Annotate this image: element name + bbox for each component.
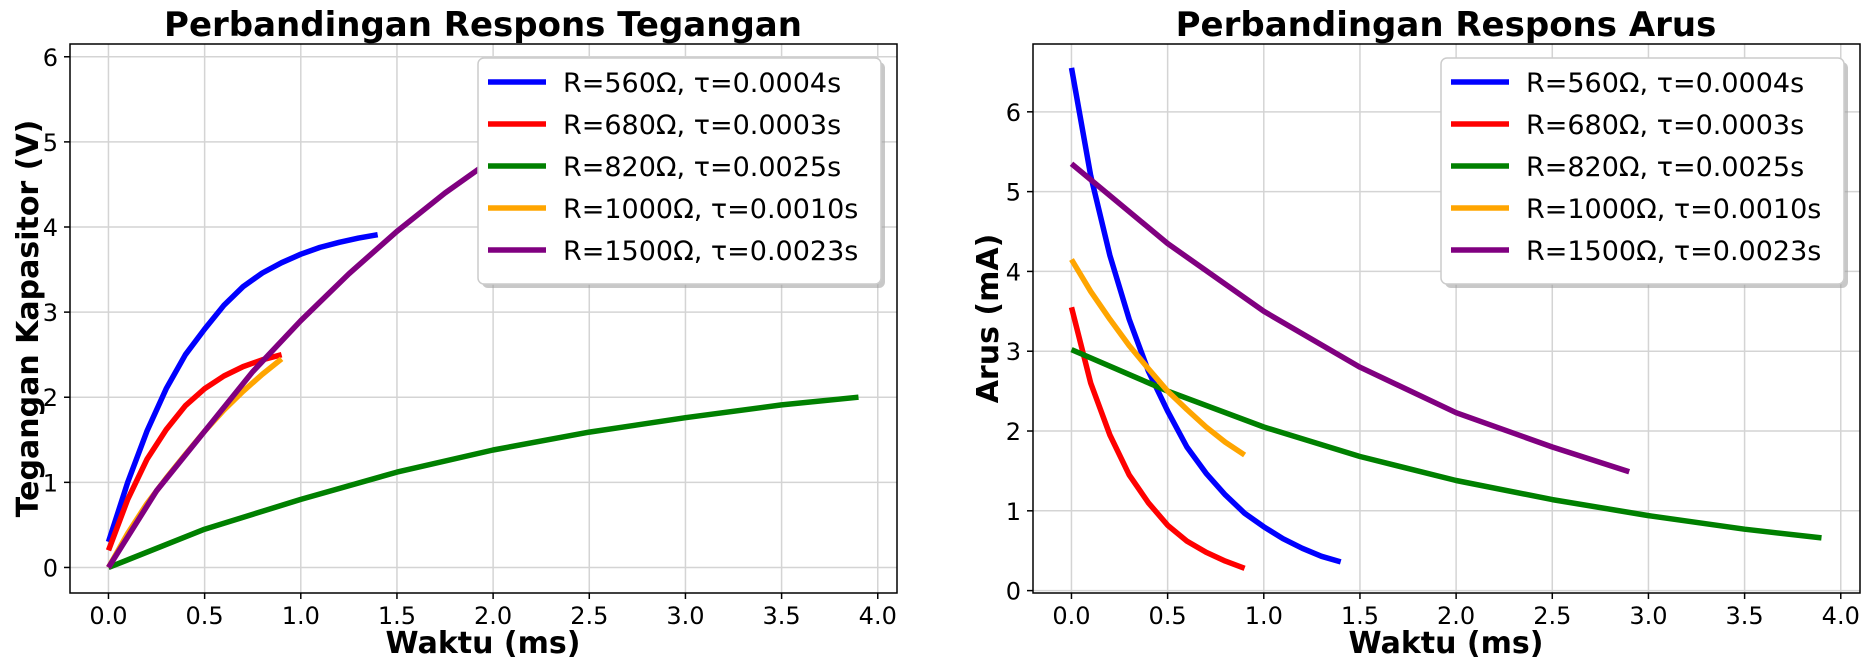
x-tick-label: 0.5: [186, 602, 224, 630]
legend-label-1: R=560Ω, τ=0.0004s: [1526, 68, 1804, 99]
x-tick-label: 0.0: [89, 602, 127, 630]
x-tick-label: 4.0: [1822, 602, 1860, 630]
series-line-1: [105, 231, 379, 543]
y-tick-label: 1: [1006, 498, 1021, 526]
legend-label-2: R=680Ω, τ=0.0003s: [563, 110, 841, 141]
legend-label-2: R=680Ω, τ=0.0003s: [1526, 110, 1804, 141]
x-tick-label: 1.0: [1245, 602, 1283, 630]
series-line-3: [1070, 347, 1822, 541]
series-line-2: [1068, 306, 1246, 571]
chart-panel-2: 0.0 0.5 1.0 1.5 2.0 2.5 3.0 3.5 4.0 0 1 2 3 4 5 6 Perban…: [971, 5, 1861, 661]
y-tick-label: 4: [1006, 258, 1021, 286]
series-line-2: [105, 352, 283, 552]
legend-label-5: R=1500Ω, τ=0.0023s: [1526, 236, 1821, 267]
series-line-3: [107, 394, 859, 571]
legend-label-4: R=1000Ω, τ=0.0010s: [563, 194, 858, 225]
series-line-4: [1069, 258, 1247, 458]
x-tick-label: 2.5: [570, 602, 608, 630]
series-line-5: [106, 156, 495, 569]
x-tick-label: 2.5: [1533, 602, 1571, 630]
series-lines: [105, 156, 859, 571]
x-axis-label: Waktu (ms): [1349, 626, 1544, 661]
x-tick-label: 3.5: [1726, 602, 1764, 630]
legend-label-5: R=1500Ω, τ=0.0023s: [563, 236, 858, 267]
x-tick-label: 0.5: [1149, 602, 1187, 630]
chart-title: Perbandingan Respons Tegangan: [164, 5, 802, 45]
legend-label-3: R=820Ω, τ=0.0025s: [563, 152, 841, 183]
y-tick-label: 4: [43, 214, 58, 242]
legend-label-1: R=560Ω, τ=0.0004s: [563, 68, 841, 99]
y-tick-label: 0: [43, 554, 58, 582]
y-tick-label: 0: [1006, 578, 1021, 606]
y-tick-label: 1: [43, 469, 58, 497]
chart-panel-1: 0.0 0.5 1.0 1.5 2.0 2.5 3.0 3.5 4.0 0 1 2 3 4 5 6 Perban…: [11, 5, 898, 661]
plot-frame: [69, 43, 898, 594]
y-tick-label: 6: [43, 44, 58, 72]
x-tick-label: 1.5: [378, 602, 416, 630]
x-tick-label: 1.5: [1341, 602, 1379, 630]
x-tick-label: 2.0: [1437, 602, 1475, 630]
legend-label-3: R=820Ω, τ=0.0025s: [1526, 152, 1804, 183]
legend-box: [1440, 57, 1845, 285]
y-axis-label: Tegangan Kapasitor (V): [11, 120, 46, 518]
x-axis-label: Waktu (ms): [386, 626, 581, 661]
y-tick-label: 6: [1006, 99, 1021, 127]
y-tick-label: 3: [43, 299, 58, 327]
x-tick-label: 3.0: [666, 602, 704, 630]
legend-box: [477, 57, 882, 285]
legend: R=560Ω, τ=0.0004s R=680Ω, τ=0.0003s R=820Ω…: [1440, 57, 1848, 288]
plot-frame: [1032, 43, 1861, 594]
legend: R=560Ω, τ=0.0004s R=680Ω, τ=0.0003s R=820Ω…: [477, 57, 885, 288]
y-axis-label: Arus (mA): [971, 234, 1006, 404]
x-tick-label: 0.0: [1052, 602, 1090, 630]
x-tick-label: 1.0: [282, 602, 320, 630]
y-tick-label: 5: [1006, 179, 1021, 207]
series-lines: [1068, 67, 1822, 571]
x-tick-label: 2.0: [474, 602, 512, 630]
chart-title: Perbandingan Respons Arus: [1176, 5, 1717, 45]
series-line-5: [1069, 161, 1631, 475]
x-tick-label: 3.0: [1629, 602, 1667, 630]
legend-label-4: R=1000Ω, τ=0.0010s: [1526, 194, 1821, 225]
y-tick-label: 2: [1006, 418, 1021, 446]
series-line-1: [1068, 67, 1342, 565]
x-tick-label: 4.0: [859, 602, 897, 630]
x-tick-label: 3.5: [763, 602, 801, 630]
y-tick-label: 5: [43, 129, 58, 157]
y-tick-label: 2: [43, 384, 58, 412]
y-tick-label: 3: [1006, 338, 1021, 366]
